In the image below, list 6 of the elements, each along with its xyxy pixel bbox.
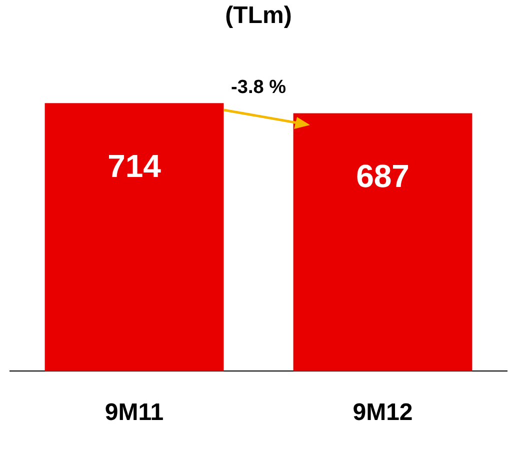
x-tick-label: 9M12 — [352, 399, 413, 426]
data-label: 714 — [108, 148, 162, 184]
chart-title: (TLm) — [225, 2, 292, 30]
x-tick-label: 9M11 — [104, 399, 164, 426]
text: -3.8 % — [231, 77, 286, 98]
data-label: 687 — [356, 158, 410, 194]
